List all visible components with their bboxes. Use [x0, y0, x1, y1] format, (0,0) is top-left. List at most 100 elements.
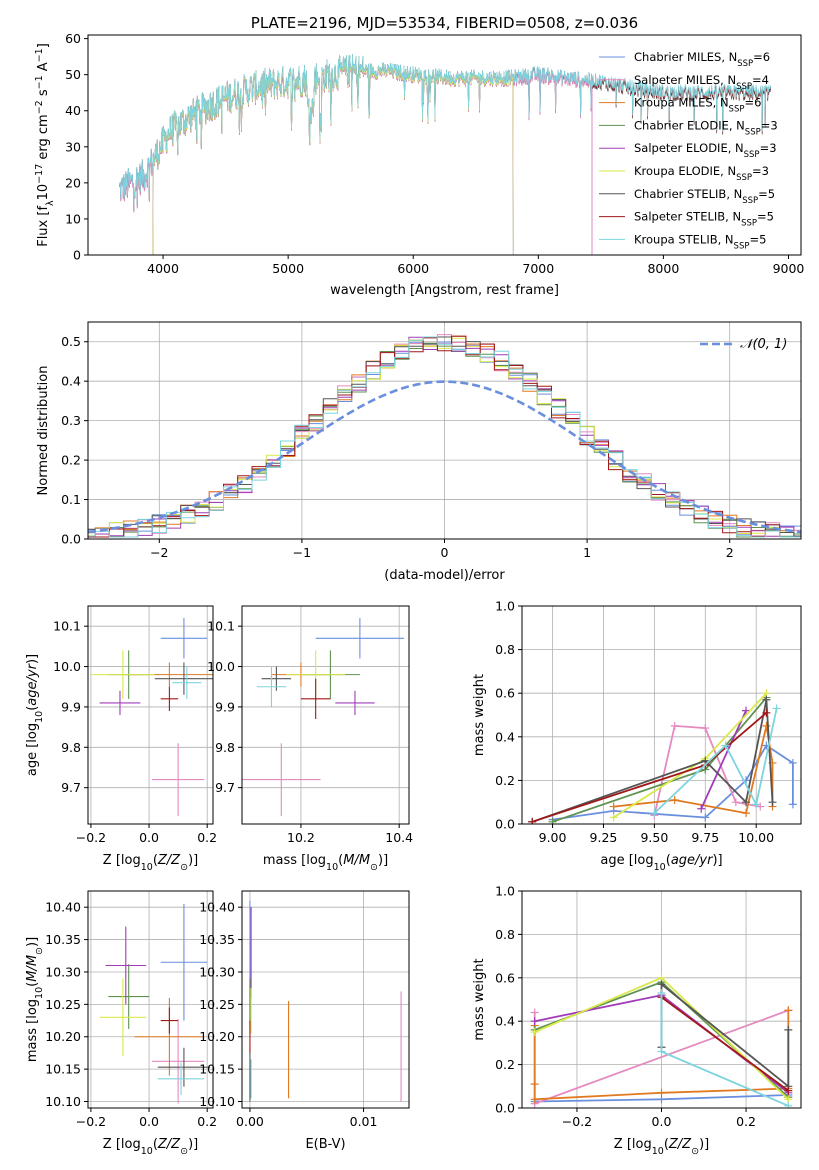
label-part: Z/Z: [157, 1137, 181, 1152]
error-bars: [249, 900, 402, 1102]
y-tick-label: 9.8: [61, 740, 81, 755]
y-tick-label: 10.0: [207, 659, 235, 674]
weight-point: [657, 1047, 666, 1056]
errbar-salpeter-stelib: [160, 1007, 179, 1034]
legend-sub: SSP: [737, 59, 753, 69]
x-tick-label: 0.2: [197, 1114, 217, 1129]
y-tick-label: 0.2: [495, 1057, 515, 1072]
weight-point: [742, 706, 751, 715]
label-part: age/yr: [671, 853, 714, 868]
axes-frame: [87, 605, 214, 825]
x-tick-label: −0.2: [76, 830, 106, 845]
y-tick-label: 0.0: [495, 817, 515, 832]
x-axis-label: mass [log10(M/M⊙)]: [263, 853, 388, 873]
label-part: )]: [712, 853, 722, 868]
legend-text: Salpeter ELODIE, N: [634, 141, 744, 155]
weight-line: [552, 744, 794, 821]
weight-series-salpeter-elodie: [697, 706, 751, 813]
legend-n: =6: [753, 50, 770, 64]
y-tick-label: 0.1: [61, 492, 81, 507]
y-tick-label: 50: [65, 67, 81, 82]
x-tick-label: 9.50: [640, 830, 668, 845]
legend-sub: SSP: [741, 219, 757, 229]
legend-sub: SSP: [729, 105, 745, 115]
x-tick-label: 8000: [647, 261, 679, 276]
histogram-chabrier-elodie: [88, 342, 801, 538]
label-part: 10: [326, 862, 338, 873]
legend-n: =3: [752, 164, 769, 178]
weight-lines: [530, 973, 793, 1108]
errbar-kroupa-elodie: [90, 650, 155, 699]
histograms: [88, 334, 801, 538]
legend-n: =5: [758, 187, 775, 201]
error-bars: [242, 618, 405, 816]
weight-point: [530, 1017, 539, 1026]
weight-point: [788, 800, 797, 809]
y-tick-label: 9.9: [215, 699, 235, 714]
x-tick-label: 6000: [397, 261, 429, 276]
label-part: A: [36, 62, 51, 75]
errbar-kroupa-stelib: [172, 666, 202, 699]
weight-line: [531, 699, 774, 823]
weight-point: [657, 1088, 666, 1097]
label-part: ⊙: [34, 947, 45, 955]
y-tick-label: 10.10: [45, 1094, 81, 1109]
x-tick-label: 10.00: [738, 830, 774, 845]
legend-entry: Chabrier ELODIE, NSSP=3: [634, 118, 778, 137]
y-tick-label: 0.6: [495, 686, 515, 701]
errbar-salpeter-elodie: [99, 690, 141, 715]
y-tick-label: 10.1: [207, 619, 235, 634]
weight-point: [731, 798, 740, 807]
mass_vs_ebv-grid: [242, 891, 409, 1108]
y-tick-label: 40: [65, 103, 81, 118]
errbar-chabrier-elodie: [108, 964, 150, 1029]
weight-point: [784, 1101, 793, 1108]
errbar-chabrier-miles: [315, 618, 405, 659]
legend-n: =4: [752, 73, 769, 87]
mass-vs-ebv-panel: 0.00 0.01 10.10 10.15 10.20 10.25 10.30 10.35 10…: [199, 890, 410, 1152]
label-part: 10: [36, 184, 51, 201]
weight-line: [660, 996, 789, 1092]
y-tick-label: 0.2: [61, 453, 81, 468]
label-part: age/yr: [25, 662, 40, 705]
y-tick-label: 0.4: [495, 729, 515, 744]
label-part: ⊙: [180, 1146, 188, 1157]
residuals-panel: −2 −1 0 1 2 0.0 0.1 0.2 0.3 0.4 0.5 (data-model)/er…: [36, 321, 802, 583]
axes-frame: [87, 34, 802, 256]
x-tick-label: 1: [583, 545, 591, 560]
x-axis-label: Z [log10(Z/Z⊙)]: [614, 1137, 709, 1157]
weight-point: [701, 813, 710, 822]
y-tick-label: 9.7: [61, 780, 81, 795]
x-tick-label: 0.0: [652, 1114, 672, 1129]
weight-point: [528, 817, 537, 824]
label-part: )]: [25, 654, 40, 664]
label-part: (: [664, 1137, 669, 1152]
label-part: mass [log: [263, 853, 326, 868]
y-tick-label: 10.10: [199, 1094, 235, 1109]
legend-entry: Kroupa STELIB, NSSP=5: [634, 232, 766, 251]
label-part: (: [25, 982, 40, 987]
y-tick-label: 1.0: [495, 599, 515, 614]
errbar-chabrier-miles: [160, 903, 208, 1021]
axes-frame: [87, 321, 802, 540]
axes-frame: [241, 605, 410, 825]
error-bars: [90, 618, 213, 816]
x-tick-label: 9.75: [691, 830, 719, 845]
legend-text: Kroupa ELODIE, N: [634, 164, 736, 178]
label-part: s: [36, 89, 51, 100]
weight-point: [762, 708, 771, 717]
label-part: Z/Z: [668, 1137, 692, 1152]
x-axis-label: wavelength [Angstrom, rest frame]: [330, 283, 559, 298]
y-tick-label: 60: [65, 31, 81, 46]
errbar-chabrier-stelib: [154, 662, 213, 695]
weight-point: [650, 809, 659, 818]
legend-entry: Chabrier MILES, NSSP=6: [634, 50, 770, 69]
errbar-salpeter-elodie: [335, 690, 375, 715]
y-tick-label: 10.1: [53, 619, 81, 634]
weight-point: [548, 817, 557, 824]
x-tick-label: 7000: [522, 261, 554, 276]
weight-series-chabrier-stelib: [528, 695, 777, 824]
legend-n: =5: [749, 232, 766, 246]
axes-frame: [521, 890, 802, 1109]
